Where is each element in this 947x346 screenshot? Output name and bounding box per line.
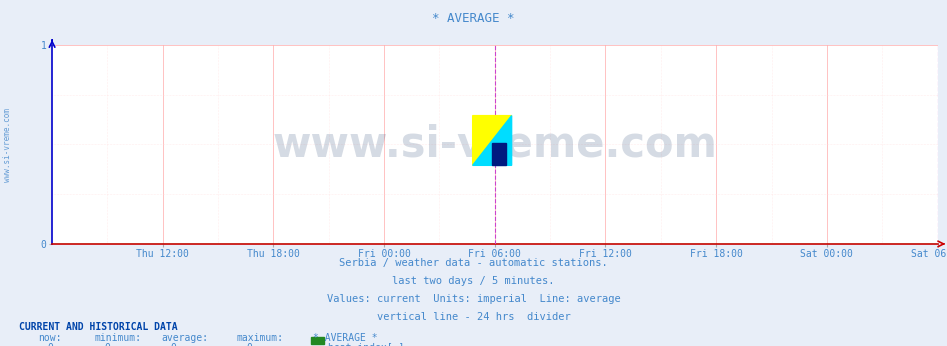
Text: 0: 0 [47,343,53,346]
Text: * AVERAGE *: * AVERAGE * [432,12,515,25]
Polygon shape [473,116,511,165]
Text: heat index[-]: heat index[-] [328,343,404,346]
Polygon shape [473,116,511,165]
Text: now:: now: [38,333,62,343]
Text: maximum:: maximum: [237,333,284,343]
Text: vertical line - 24 hrs  divider: vertical line - 24 hrs divider [377,312,570,322]
Text: minimum:: minimum: [95,333,142,343]
Text: 0: 0 [246,343,252,346]
Text: Serbia / weather data - automatic stations.: Serbia / weather data - automatic statio… [339,258,608,268]
Text: www.si-vreme.com: www.si-vreme.com [3,108,12,182]
Text: last two days / 5 minutes.: last two days / 5 minutes. [392,276,555,286]
Text: Values: current  Units: imperial  Line: average: Values: current Units: imperial Line: av… [327,294,620,304]
Text: average:: average: [161,333,208,343]
Text: 0: 0 [170,343,176,346]
Text: * AVERAGE *: * AVERAGE * [313,333,377,343]
Bar [492,143,506,165]
Text: CURRENT AND HISTORICAL DATA: CURRENT AND HISTORICAL DATA [19,322,178,333]
Text: 0: 0 [104,343,110,346]
Text: www.si-vreme.com: www.si-vreme.com [273,124,717,165]
